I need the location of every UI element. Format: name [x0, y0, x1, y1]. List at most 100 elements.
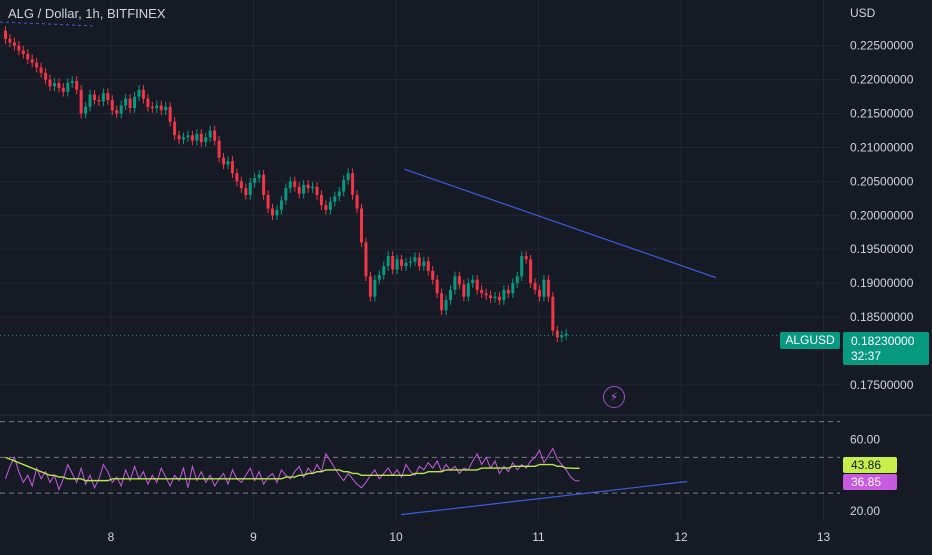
candle — [164, 106, 168, 111]
rsi-line — [5, 447, 580, 492]
candle — [408, 261, 412, 263]
time-tick-label: 12 — [674, 530, 688, 544]
price-tick-label: 0.20000000 — [850, 208, 914, 222]
candle — [564, 334, 568, 336]
candle — [61, 87, 65, 92]
candle — [288, 181, 292, 189]
current-price-tag: 0.18230000 32:37 — [843, 332, 929, 365]
candle — [493, 296, 497, 299]
flash-icon[interactable]: ⚡ — [603, 386, 625, 408]
price-tick-label: 0.22000000 — [850, 73, 914, 87]
candle — [440, 293, 444, 311]
candle — [133, 96, 137, 109]
candle — [555, 330, 559, 338]
candle — [506, 289, 510, 294]
candle — [119, 105, 123, 114]
candle — [542, 279, 546, 297]
candle — [21, 50, 25, 54]
candle — [520, 256, 524, 277]
candle — [213, 130, 217, 141]
rsi-tick-label: 60.00 — [850, 432, 880, 446]
candle — [413, 257, 417, 262]
candle — [262, 174, 266, 195]
candle — [400, 259, 404, 267]
candle — [431, 270, 435, 280]
time-tick-label: 8 — [108, 530, 115, 544]
price-tick-label: 0.19500000 — [850, 242, 914, 256]
price-tick-label: 0.18500000 — [850, 310, 914, 324]
candle — [551, 296, 555, 331]
candle — [97, 100, 101, 102]
candle — [182, 137, 185, 140]
candle — [462, 284, 466, 297]
candle — [75, 81, 79, 90]
candle — [141, 89, 145, 99]
candle — [222, 157, 226, 165]
candle — [248, 182, 252, 195]
candle — [275, 209, 279, 216]
candle — [279, 200, 283, 210]
symbol-title[interactable]: ALG / Dollar, 1h, BITFINEX — [8, 6, 166, 21]
candle — [217, 140, 221, 158]
candle — [30, 59, 34, 63]
candle — [124, 98, 128, 106]
current-price-value: 0.18230000 — [851, 334, 915, 348]
candle — [70, 81, 74, 84]
candle — [511, 283, 515, 294]
candle — [328, 201, 332, 210]
candle — [173, 121, 177, 136]
candle — [208, 130, 212, 138]
candle — [93, 94, 96, 100]
candle — [311, 186, 315, 189]
candle — [293, 181, 297, 187]
candle — [391, 256, 395, 270]
price-tick-label: 0.21500000 — [850, 107, 914, 121]
candle — [8, 38, 12, 43]
candle — [466, 283, 470, 297]
candle — [444, 300, 448, 311]
candle — [497, 296, 501, 301]
candle — [324, 205, 328, 210]
candle — [382, 266, 386, 275]
candle — [168, 106, 172, 122]
candle — [346, 173, 350, 181]
candle — [284, 188, 288, 201]
candle — [137, 89, 141, 97]
time-tick-label: 13 — [817, 530, 831, 544]
candle — [4, 30, 7, 39]
candle — [364, 242, 368, 277]
candle — [177, 135, 181, 140]
candle — [404, 262, 408, 267]
candle — [315, 186, 319, 195]
candle — [106, 93, 110, 100]
candle — [12, 42, 16, 46]
candle — [199, 133, 203, 143]
candle — [302, 184, 306, 194]
candle — [546, 279, 550, 297]
bar-countdown: 32:37 — [851, 349, 882, 363]
candle — [422, 261, 426, 267]
candle — [306, 184, 310, 189]
rsi-tick-label: 20.00 — [850, 504, 880, 518]
candle — [342, 180, 346, 192]
candle — [524, 256, 528, 260]
candle — [480, 289, 484, 294]
price-tick-label: 0.22500000 — [850, 39, 914, 53]
time-tick-label: 9 — [250, 530, 257, 544]
candle — [484, 293, 488, 296]
candle — [244, 188, 248, 195]
symbol-price-label: ALGUSD — [780, 332, 840, 349]
candle — [110, 100, 114, 111]
candle — [44, 72, 48, 80]
candle — [449, 289, 452, 301]
candle — [337, 191, 341, 197]
rsi-value-tag: 36.85 — [843, 474, 897, 490]
candle — [128, 98, 132, 109]
candle — [52, 83, 56, 87]
drawing-dashed-segment — [0, 21, 96, 27]
trendline-resistance — [404, 168, 717, 279]
candle — [155, 105, 159, 109]
candle — [426, 261, 430, 271]
